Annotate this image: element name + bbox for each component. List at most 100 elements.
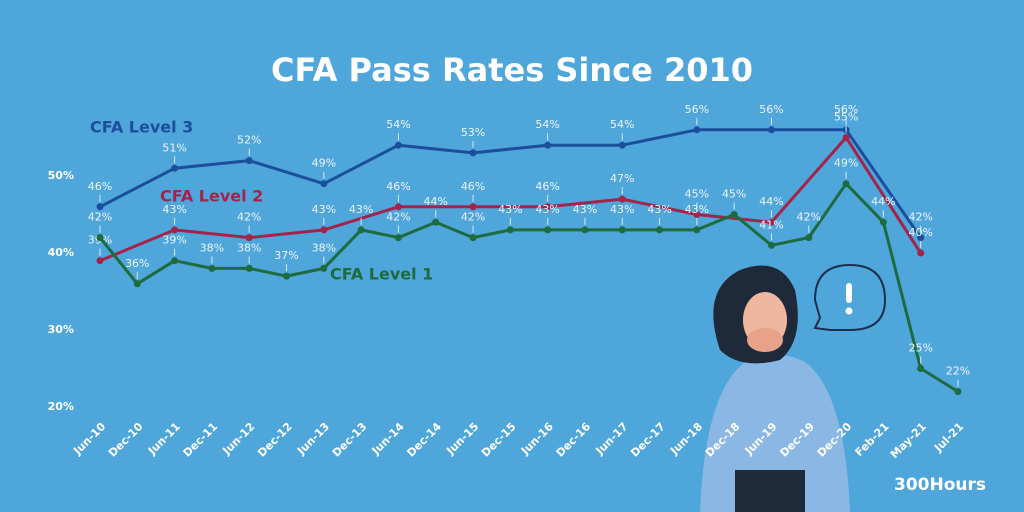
point [842,180,850,188]
data-label: 43% [647,203,671,216]
data-label: 42% [797,211,821,224]
x-tick-label: Jun-18 [667,420,705,458]
data-label: 47% [610,172,634,185]
point [506,226,514,234]
x-tick-label: Jun-12 [220,420,258,458]
y-tick-label: 40% [48,246,74,259]
x-tick-label: Dec-15 [479,420,519,460]
data-label: 49% [834,157,858,170]
point [320,180,328,188]
point [544,203,552,211]
point [693,211,701,218]
point [767,126,775,134]
x-tick-label: Dec-13 [330,420,370,460]
data-label: 46% [535,180,559,193]
data-label: 54% [535,118,559,131]
data-label: 43% [349,203,373,216]
point [245,157,253,165]
point [96,257,104,265]
data-label: 42% [461,211,485,224]
point [618,226,626,234]
y-tick-label: 30% [48,323,74,336]
data-label: 46% [386,180,410,193]
point [693,226,701,234]
data-label: 45% [722,188,746,201]
y-tick-label: 50% [48,169,74,182]
point [245,264,253,272]
point [357,226,365,234]
data-label: 42% [88,211,112,224]
data-label: 44% [871,195,895,208]
data-label: 38% [200,241,224,254]
data-label: 55% [834,111,858,124]
point [469,234,477,242]
data-label: 42% [386,211,410,224]
point [96,203,104,211]
point [394,203,402,211]
point [879,218,887,226]
x-tick-label: Dec-16 [554,420,594,460]
data-label: 40% [908,226,932,239]
series-name: CFA Level 3 [90,118,193,137]
data-label: 43% [610,203,634,216]
point [320,226,328,234]
data-label: 43% [312,203,336,216]
data-label: 54% [386,118,410,131]
data-label: 43% [498,203,522,216]
data-label: 38% [312,241,336,254]
data-label: 44% [424,195,448,208]
point [954,388,962,396]
point [842,134,850,141]
data-label: 54% [610,118,634,131]
series-line [99,128,922,239]
x-tick-label: Dec-12 [255,420,295,460]
data-label: 43% [685,203,709,216]
x-tick-label: Jun-10 [70,420,108,458]
x-tick-label: Dec-17 [628,420,668,460]
x-tick-label: Jun-11 [145,420,183,458]
point [917,249,925,257]
x-tick-label: Jun-17 [593,420,631,458]
point [245,234,253,242]
series-name: CFA Level 2 [160,187,263,206]
y-tick-label: 20% [48,400,74,413]
data-label: 42% [237,211,261,224]
data-label: 56% [685,103,709,116]
point [469,203,477,211]
x-tick-label: Jun-15 [443,420,481,458]
data-label: 36% [125,257,149,270]
point [618,195,626,203]
data-label: 49% [312,157,336,170]
x-tick-label: Jun-14 [369,420,407,458]
point [544,141,552,149]
series-line [98,182,959,393]
point [133,280,141,288]
data-label: 56% [834,103,858,116]
data-label: 46% [461,180,485,193]
point [171,257,179,265]
point [581,226,589,234]
series-line [99,136,922,263]
point [618,141,626,149]
point [469,149,477,157]
data-label: 25% [908,342,932,355]
data-label: 51% [162,141,186,154]
data-label: 42% [908,211,932,224]
point [320,264,328,272]
point [96,234,104,242]
point [656,226,664,234]
point [767,241,775,249]
data-label: 43% [573,203,597,216]
illustration [700,263,887,512]
data-label: 45% [685,188,709,201]
data-label: 39% [162,234,186,247]
x-tick-label: Jul-21 [931,420,966,455]
data-label: 41% [759,218,783,231]
point [208,264,216,272]
x-tick-label: Jun-13 [294,420,332,458]
data-label: 56% [759,103,783,116]
point [917,234,925,242]
data-label: 46% [88,180,112,193]
point [544,226,552,234]
